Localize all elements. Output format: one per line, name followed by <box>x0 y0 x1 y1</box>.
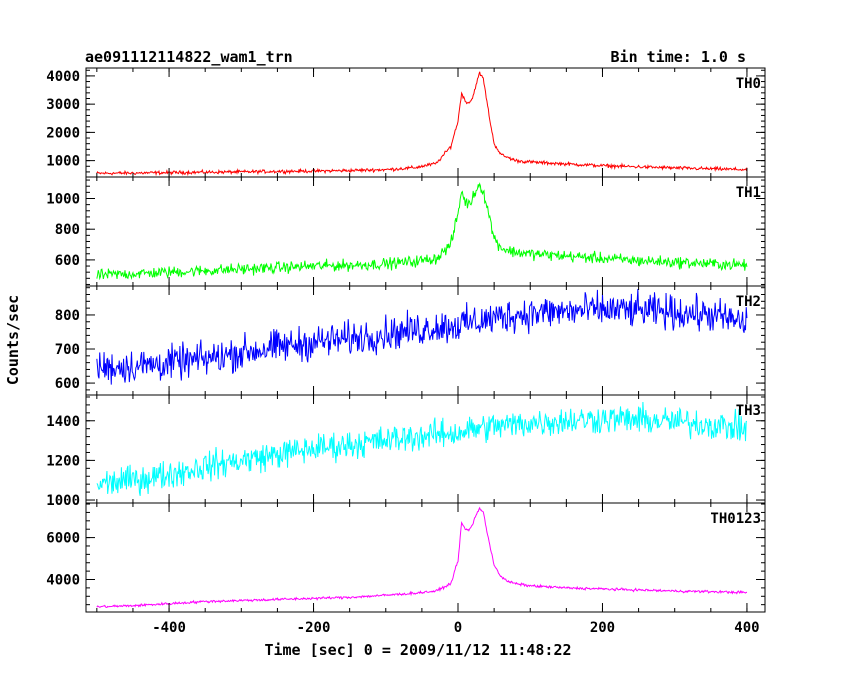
y-tick-label: 600 <box>55 253 80 269</box>
series-line-th0123 <box>96 506 748 608</box>
x-tick-label: 0 <box>454 620 462 636</box>
x-axis-label: Time [sec] 0 = 2009/11/12 11:48:22 <box>264 641 571 659</box>
y-tick-label: 3000 <box>46 97 80 113</box>
panel-th1: 600 800 1000 TH1 <box>46 176 766 287</box>
y-tick-label: 800 <box>55 308 80 324</box>
chart-title: ae091112114822_wam1_trn <box>85 48 293 66</box>
y-tick-label: 4000 <box>46 69 80 85</box>
panel-th0: 1000 2000 3000 4000 TH0 <box>46 67 766 178</box>
panel-th2: 600 700 800 TH2 <box>55 285 766 396</box>
y-tick-label: 4000 <box>46 573 80 589</box>
y-tick-label: 1000 <box>46 154 80 170</box>
x-tick-label: 400 <box>734 620 759 636</box>
panel-th0123: 4000 6000 TH0123 -400 -200 0 200 400 <box>46 502 766 636</box>
x-tick-label: 200 <box>590 620 615 636</box>
x-tick-label: -200 <box>297 620 331 636</box>
y-axis-label: Counts/sec <box>4 295 22 385</box>
panel-frame-th1 <box>85 176 766 287</box>
y-tick-label: 1400 <box>46 414 80 430</box>
y-tick-label: 6000 <box>46 531 80 547</box>
y-tick-label: 700 <box>55 342 80 358</box>
panel-frame-th0123 <box>85 502 766 613</box>
panel-label-th0: TH0 <box>736 76 761 92</box>
y-tick-label: 1200 <box>46 453 80 469</box>
y-tick-label: 600 <box>55 376 80 392</box>
bin-time-label: Bin time: 1.0 s <box>611 48 746 66</box>
series-line-th1 <box>96 182 748 281</box>
y-tick-label: 1000 <box>46 191 80 207</box>
series-line-th3 <box>96 402 747 497</box>
series-line-th2 <box>96 288 748 385</box>
panel-label-th0123: TH0123 <box>710 511 761 527</box>
panel-frame-th2 <box>85 285 766 396</box>
panel-label-th2: TH2 <box>736 294 761 310</box>
y-tick-label: 1000 <box>46 493 80 509</box>
y-tick-label: 2000 <box>46 125 80 141</box>
series-line-th0 <box>96 71 748 177</box>
x-tick-label: -400 <box>152 620 186 636</box>
panel-label-th1: TH1 <box>736 185 761 201</box>
panel-frame-th0 <box>85 67 766 178</box>
panel-th3: 1000 1200 1400 TH3 <box>46 394 766 509</box>
panel-label-th3: TH3 <box>736 403 761 419</box>
panel-frame-th3 <box>85 394 766 504</box>
y-tick-label: 800 <box>55 222 80 238</box>
